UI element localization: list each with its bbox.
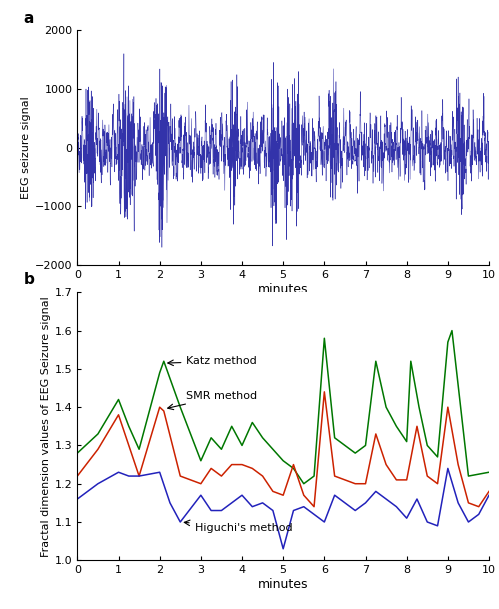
Y-axis label: Fractal dimension values of EEG Seizure signal: Fractal dimension values of EEG Seizure … (40, 296, 50, 557)
Text: b: b (24, 272, 35, 287)
Text: Katz method: Katz method (168, 356, 257, 366)
Text: Higuchi's method: Higuchi's method (184, 520, 292, 533)
Text: a: a (24, 11, 34, 26)
Y-axis label: EEG seizure signal: EEG seizure signal (21, 96, 31, 199)
X-axis label: minutes: minutes (258, 283, 308, 295)
Text: SMR method: SMR method (168, 391, 257, 410)
X-axis label: minutes: minutes (258, 578, 308, 591)
